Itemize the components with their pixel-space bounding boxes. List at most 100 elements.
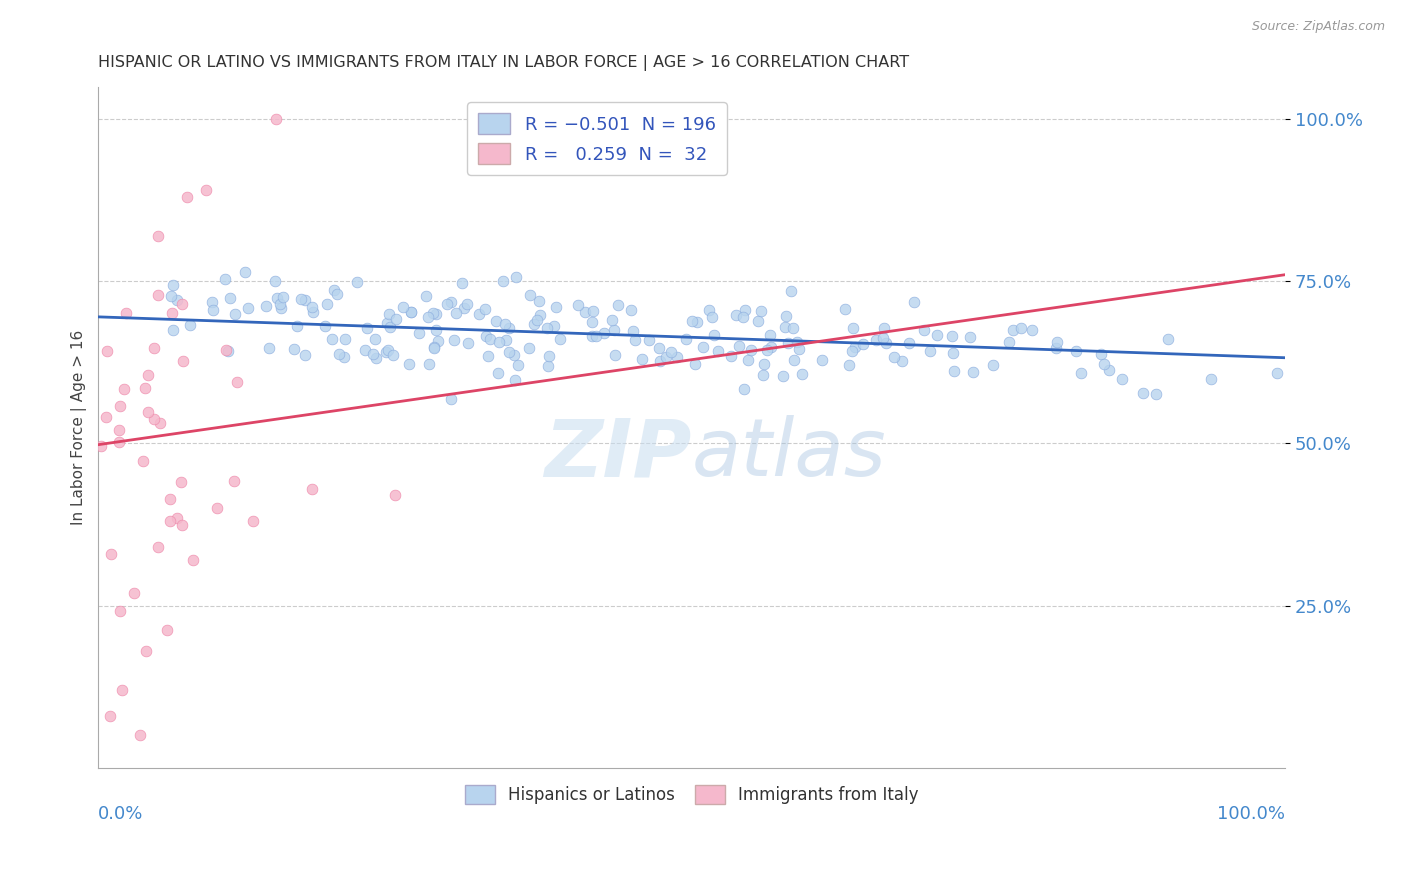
Point (361, 347, 384, 361)
Text: 100.0%: 100.0% (1218, 805, 1285, 823)
Point (356, 321, 378, 335)
Point (1045, 341, 1067, 355)
Point (842, 320, 865, 334)
Point (782, 352, 804, 367)
Point (425, 323, 447, 337)
Point (160, 289, 183, 303)
Point (166, 511, 188, 525)
Point (733, 382, 755, 396)
Point (142, 341, 165, 355)
Point (378, 307, 401, 321)
Point (624, 334, 647, 348)
Point (377, 316, 399, 330)
Point (179, 318, 201, 332)
Point (495, 333, 517, 347)
Point (603, 348, 626, 362)
Point (582, 304, 605, 318)
Point (422, 306, 444, 320)
Point (720, 350, 742, 364)
Point (485, 314, 508, 328)
Point (758, 327, 780, 342)
Point (574, 305, 596, 319)
Point (488, 334, 510, 349)
Point (891, 353, 914, 368)
Point (648, 342, 671, 356)
Point (581, 329, 603, 343)
Point (443, 333, 465, 347)
Point (692, 340, 714, 354)
Point (754, 357, 776, 371)
Point (162, 322, 184, 336)
Point (285, 318, 308, 333)
Point (146, 287, 169, 301)
Point (620, 303, 643, 318)
Point (751, 368, 773, 383)
Point (492, 274, 515, 288)
Point (1001, 323, 1024, 337)
Point (782, 321, 804, 335)
Point (567, 298, 589, 312)
Point (423, 341, 446, 355)
Point (346, 275, 368, 289)
Point (775, 309, 797, 323)
Point (219, 292, 242, 306)
Point (792, 367, 814, 381)
Point (844, 340, 866, 354)
Point (134, 381, 156, 395)
Point (108, 604, 131, 618)
Point (238, 301, 260, 315)
Point (1144, 387, 1167, 401)
Y-axis label: In Labor Force | Age > 16: In Labor Force | Age > 16 (72, 329, 87, 524)
Point (162, 277, 184, 292)
Point (224, 307, 246, 321)
Point (392, 300, 415, 314)
Point (176, 190, 198, 204)
Text: ZIP: ZIP (544, 416, 692, 493)
Point (269, 297, 291, 311)
Point (205, 501, 228, 516)
Point (920, 344, 942, 359)
Point (666, 350, 689, 364)
Point (981, 358, 1004, 372)
Point (1021, 323, 1043, 337)
Point (90, 440, 112, 454)
Point (148, 228, 170, 243)
Point (132, 454, 155, 468)
Point (536, 321, 558, 335)
Point (903, 295, 925, 310)
Point (384, 488, 406, 502)
Point (1090, 347, 1112, 361)
Point (254, 299, 277, 313)
Point (283, 343, 305, 357)
Point (477, 349, 499, 363)
Point (374, 344, 396, 359)
Point (294, 348, 316, 362)
Point (135, 644, 157, 658)
Point (724, 308, 747, 322)
Point (436, 297, 458, 311)
Point (159, 491, 181, 506)
Point (201, 303, 224, 318)
Point (498, 345, 520, 359)
Point (294, 293, 316, 308)
Point (316, 296, 339, 310)
Point (686, 315, 709, 329)
Point (1064, 343, 1087, 358)
Point (457, 335, 479, 350)
Point (912, 323, 935, 337)
Point (270, 301, 292, 315)
Point (841, 344, 863, 359)
Point (233, 265, 256, 279)
Point (592, 326, 614, 340)
Point (773, 320, 796, 334)
Point (149, 417, 172, 431)
Point (143, 411, 166, 425)
Point (468, 307, 491, 321)
Point (440, 295, 463, 310)
Point (451, 276, 474, 290)
Point (172, 297, 194, 311)
Point (707, 344, 730, 359)
Point (377, 343, 399, 358)
Point (1046, 335, 1069, 350)
Point (865, 333, 887, 347)
